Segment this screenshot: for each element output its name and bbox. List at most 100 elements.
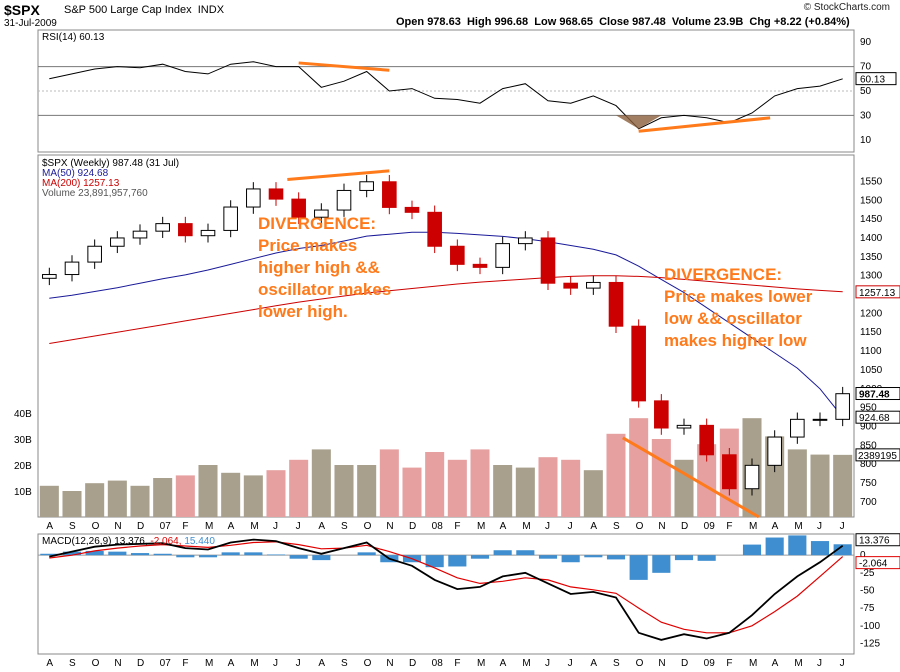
candle-body bbox=[495, 243, 510, 268]
x-tick-label: A bbox=[590, 658, 597, 669]
x-tick-label: A bbox=[46, 658, 53, 669]
candle-body bbox=[223, 206, 238, 231]
macd-histogram-bar bbox=[221, 552, 240, 556]
x-tick-label: M bbox=[205, 521, 213, 532]
macd-histogram-bar bbox=[130, 553, 150, 556]
macd-tick-label: -125 bbox=[860, 638, 880, 649]
candle-body bbox=[291, 198, 306, 218]
candle-body bbox=[812, 418, 828, 421]
candle-body bbox=[314, 209, 329, 218]
volume-label-box bbox=[855, 448, 900, 462]
chart-header: $SPX S&P 500 Large Cap Index INDX 31-Jul… bbox=[4, 2, 896, 29]
candle-body bbox=[722, 454, 737, 490]
x-tick-label: A bbox=[500, 658, 507, 669]
volume-bar bbox=[62, 491, 82, 517]
price-tick-label: 1050 bbox=[860, 365, 883, 376]
macd-histogram-bar bbox=[606, 555, 626, 560]
candle-body bbox=[42, 274, 57, 279]
macd-histogram-bar bbox=[176, 555, 195, 558]
x-tick-label: N bbox=[386, 658, 393, 669]
price-tick-label: 850 bbox=[860, 440, 877, 451]
macd-histogram-bar bbox=[697, 555, 716, 561]
candle-body bbox=[268, 188, 284, 200]
signal-current-label: -2.064 bbox=[859, 559, 888, 570]
volume-tick-label: 20B bbox=[14, 461, 32, 472]
price-legend: MA(200) 1257.13 bbox=[42, 178, 120, 189]
candle-body bbox=[835, 393, 850, 420]
volume-tick-label: 30B bbox=[14, 435, 32, 446]
candle-body bbox=[699, 424, 714, 456]
price-panel bbox=[37, 154, 855, 518]
x-tick-label: F bbox=[726, 658, 732, 669]
volume-bar bbox=[425, 452, 445, 517]
candle-body bbox=[336, 189, 352, 211]
x-tick-label: D bbox=[409, 658, 416, 669]
price-tick-label: 700 bbox=[860, 497, 877, 508]
candle-body bbox=[586, 281, 601, 289]
volume-bar bbox=[107, 480, 127, 517]
x-tick-label: A bbox=[500, 521, 507, 532]
volume-bar bbox=[833, 454, 853, 517]
ma200-line bbox=[49, 275, 843, 344]
macd-panel bbox=[37, 533, 855, 655]
macd-signal-line bbox=[49, 541, 844, 634]
volume-bar bbox=[334, 465, 354, 517]
volume-bar bbox=[39, 485, 59, 517]
x-tick-label: J bbox=[817, 521, 822, 532]
x-tick-label: N bbox=[114, 521, 121, 532]
x-tick-label: S bbox=[69, 521, 76, 532]
candle-body bbox=[676, 424, 692, 429]
x-tick-label: D bbox=[137, 521, 144, 532]
candle-body bbox=[790, 418, 805, 438]
symbol-label: $SPX bbox=[4, 2, 40, 18]
x-tick-label: J bbox=[840, 521, 845, 532]
x-tick-label: M bbox=[794, 521, 802, 532]
volume-bar bbox=[583, 470, 603, 517]
x-tick-label: J bbox=[545, 521, 550, 532]
x-tick-label: J bbox=[840, 658, 845, 669]
price-tick-label: 900 bbox=[860, 422, 877, 433]
price-label-box bbox=[855, 410, 900, 424]
candle-body bbox=[518, 237, 533, 245]
x-tick-label: J bbox=[273, 521, 278, 532]
index-name: S&P 500 Large Cap Index INDX bbox=[64, 4, 225, 16]
price-tick-label: 750 bbox=[860, 478, 877, 489]
x-tick-label: A bbox=[772, 658, 779, 669]
macd-histogram-bar bbox=[470, 555, 490, 559]
x-tick-label: M bbox=[794, 658, 802, 669]
x-tick-label: A bbox=[228, 658, 235, 669]
rsi-oversold-fill bbox=[616, 115, 662, 129]
x-tick-label: 07 bbox=[160, 521, 172, 532]
volume-bar bbox=[787, 449, 807, 517]
price-tick-label: 1450 bbox=[860, 214, 883, 225]
price-tick-label: 950 bbox=[860, 403, 877, 414]
macd-histogram-bar bbox=[765, 537, 784, 556]
macd-histogram-bar bbox=[810, 541, 830, 556]
macd-current-box bbox=[855, 533, 900, 547]
candle-body bbox=[563, 282, 578, 289]
macd-histogram-bar bbox=[788, 535, 807, 556]
divergence-annotation-1-line: oscillator makes bbox=[258, 280, 391, 299]
x-tick-label: 09 bbox=[704, 521, 716, 532]
rsi-tick-label: 70 bbox=[860, 62, 872, 73]
macd-tick-label: -50 bbox=[860, 585, 875, 596]
x-tick-label: N bbox=[386, 521, 393, 532]
volume-tick-label: 40B bbox=[14, 409, 32, 420]
volume-bar bbox=[697, 444, 717, 517]
x-tick-label: F bbox=[726, 521, 732, 532]
volume-bar bbox=[357, 465, 377, 517]
volume-bar bbox=[810, 454, 830, 517]
candle-body bbox=[87, 245, 102, 263]
x-tick-label: D bbox=[137, 658, 144, 669]
volume-bar bbox=[289, 459, 309, 517]
x-tick-label: M bbox=[477, 658, 485, 669]
x-tick-label: N bbox=[658, 521, 665, 532]
divergence-annotation-1-line: DIVERGENCE: bbox=[258, 214, 376, 233]
price-label: 1257.13 bbox=[859, 288, 896, 299]
x-tick-label: A bbox=[228, 521, 235, 532]
volume-bar bbox=[175, 475, 195, 517]
candle-body bbox=[427, 211, 442, 247]
volume-bar bbox=[402, 467, 422, 517]
volume-bar bbox=[447, 459, 467, 517]
